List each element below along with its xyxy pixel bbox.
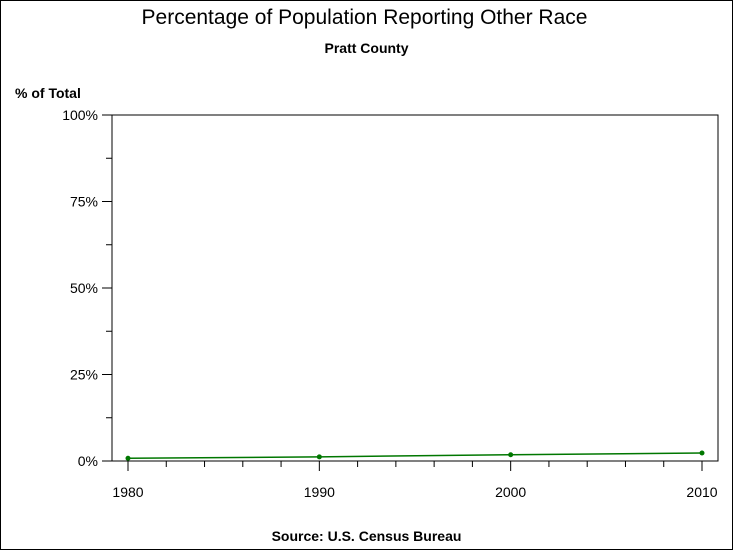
chart-title: Percentage of Population Reporting Other…: [141, 6, 588, 29]
y-axis-label: % of Total: [15, 85, 81, 101]
y-tick-label: 50%: [70, 280, 98, 296]
x-axis: 1980 1990 2000 2010: [112, 461, 718, 500]
data-point: [699, 450, 705, 456]
y-tick-label: 75%: [70, 194, 98, 210]
x-tick-label: 2000: [495, 484, 526, 500]
x-tick-label: 1990: [304, 484, 335, 500]
plot-area: [111, 114, 719, 462]
x-tick-label: 1980: [112, 484, 143, 500]
y-axis: 0% 25% 50% 75% 100%: [62, 107, 112, 469]
source-note: Source: U.S. Census Bureau: [271, 528, 462, 544]
series-line: [127, 452, 703, 459]
data-point: [125, 455, 131, 461]
chart-subtitle: Pratt County: [324, 40, 409, 56]
x-tick-label: 2010: [686, 484, 717, 500]
y-tick-label: 0%: [78, 453, 98, 469]
data-point: [316, 454, 322, 460]
data-point: [508, 452, 514, 458]
y-tick-label: 25%: [70, 367, 98, 383]
series-group: [125, 450, 705, 461]
y-tick-label: 100%: [62, 107, 98, 123]
